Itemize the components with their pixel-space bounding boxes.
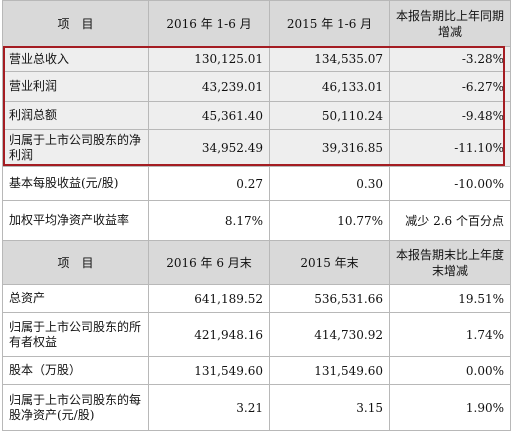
table-row: 加权平均净资产收益率 8.17% 10.77% 减少 2.6 个百分点 [2,200,511,241]
table-row: 利润总额 45,361.40 50,110.24 -9.48% [2,101,511,130]
row-label: 利润总额 [2,101,149,130]
row-label: 基本每股收益(元/股) [2,166,149,201]
value-change: 1.74% [389,312,511,357]
table-row: 营业利润 43,239.01 46,133.01 -6.27% [2,71,511,102]
header-2015-h1: 2015 年 1-6 月 [269,0,390,47]
row-label: 股本（万股） [2,356,149,385]
header-item: 项 目 [2,240,149,285]
header-row-period: 项 目 2016 年 1-6 月 2015 年 1-6 月 本报告期比上年同期增… [2,0,511,47]
table-row: 归属于上市公司股东的所有者权益 421,948.16 414,730.92 1.… [2,312,511,357]
value-2015: 131,549.60 [269,356,390,385]
value-2015: 536,531.66 [269,284,390,313]
header-2015-year-end: 2015 年末 [269,240,390,285]
value-change: 19.51% [389,284,511,313]
header-row-period-end: 项 目 2016 年 6 月末 2015 年末 本报告期末比上年度末增减 [2,240,511,285]
header-2016-june-end: 2016 年 6 月末 [148,240,270,285]
value-change: 0.00% [389,356,511,385]
value-2016: 43,239.01 [148,71,270,102]
value-2015: 10.77% [269,200,390,241]
value-2015: 134,535.07 [269,46,390,72]
header-yoy-change: 本报告期比上年同期增减 [389,0,511,47]
row-label: 加权平均净资产收益率 [2,200,149,241]
row-label: 营业利润 [2,71,149,102]
value-2015: 414,730.92 [269,312,390,357]
header-change-vs-year-end: 本报告期末比上年度末增减 [389,240,511,285]
row-label: 归属于上市公司股东的所有者权益 [2,312,149,357]
value-2015: 39,316.85 [269,129,390,167]
value-change: -6.27% [389,71,511,102]
value-2016: 641,189.52 [148,284,270,313]
value-change: -11.10% [389,129,511,167]
value-2015: 0.30 [269,166,390,201]
row-label: 总资产 [2,284,149,313]
value-change: 1.90% [389,384,511,431]
row-label: 归属于上市公司股东的每股净资产(元/股) [2,384,149,431]
header-2016-h1: 2016 年 1-6 月 [148,0,270,47]
value-2016: 34,952.49 [148,129,270,167]
value-2015: 3.15 [269,384,390,431]
value-change: 减少 2.6 个百分点 [389,200,511,241]
value-change: -3.28% [389,46,511,72]
table-row: 总资产 641,189.52 536,531.66 19.51% [2,284,511,313]
value-2015: 46,133.01 [269,71,390,102]
table-row: 基本每股收益(元/股) 0.27 0.30 -10.00% [2,166,511,201]
row-label: 营业总收入 [2,46,149,72]
value-2016: 131,549.60 [148,356,270,385]
table-row: 股本（万股） 131,549.60 131,549.60 0.00% [2,356,511,385]
value-2016: 8.17% [148,200,270,241]
value-change: -10.00% [389,166,511,201]
table-row: 营业总收入 130,125.01 134,535.07 -3.28% [2,46,511,72]
value-change: -9.48% [389,101,511,130]
value-2016: 421,948.16 [148,312,270,357]
table-row: 归属于上市公司股东的净利润 34,952.49 39,316.85 -11.10… [2,129,511,167]
value-2016: 0.27 [148,166,270,201]
table-row: 归属于上市公司股东的每股净资产(元/股) 3.21 3.15 1.90% [2,384,511,431]
value-2016: 3.21 [148,384,270,431]
row-label: 归属于上市公司股东的净利润 [2,129,149,167]
value-2016: 130,125.01 [148,46,270,72]
header-item: 项 目 [2,0,149,47]
value-2016: 45,361.40 [148,101,270,130]
value-2015: 50,110.24 [269,101,390,130]
